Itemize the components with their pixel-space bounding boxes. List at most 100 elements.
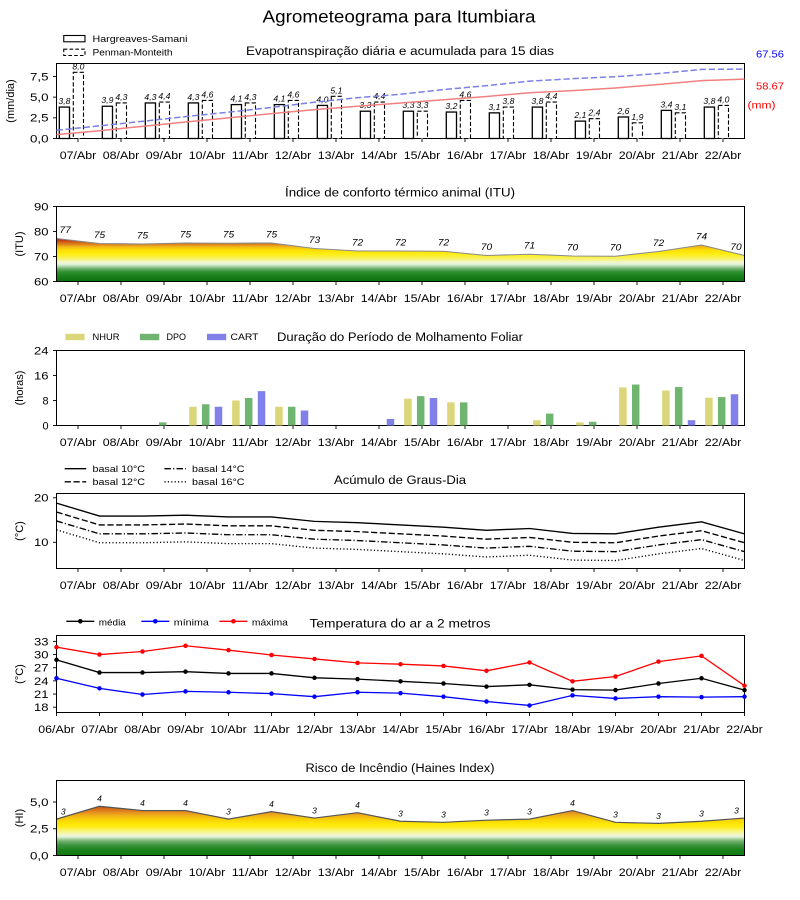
- svg-text:15/Abr: 15/Abr: [404, 867, 441, 879]
- svg-text:(°C): (°C): [14, 521, 26, 541]
- svg-text:4,3: 4,3: [144, 92, 156, 102]
- svg-text:18/Abr: 18/Abr: [533, 437, 570, 449]
- svg-text:14/Abr: 14/Abr: [361, 580, 398, 592]
- svg-text:4: 4: [570, 798, 575, 808]
- svg-text:8,0: 8,0: [72, 61, 84, 71]
- svg-text:3: 3: [613, 810, 618, 820]
- svg-text:12/Abr: 12/Abr: [275, 293, 312, 305]
- svg-text:11/Abr: 11/Abr: [253, 724, 290, 736]
- svg-text:14/Abr: 14/Abr: [361, 150, 398, 162]
- svg-text:80: 80: [34, 226, 49, 238]
- svg-text:máxima: máxima: [252, 616, 289, 627]
- svg-text:12/Abr: 12/Abr: [275, 867, 312, 879]
- svg-text:07/Abr: 07/Abr: [81, 724, 118, 736]
- svg-text:12/Abr: 12/Abr: [275, 150, 312, 162]
- svg-text:3,1: 3,1: [674, 102, 686, 112]
- svg-text:71: 71: [524, 240, 535, 251]
- svg-text:4,4: 4,4: [545, 91, 557, 101]
- svg-text:Penman-Monteith: Penman-Monteith: [93, 48, 173, 59]
- svg-text:75: 75: [223, 229, 235, 240]
- svg-text:DPO: DPO: [167, 331, 187, 342]
- svg-text:4: 4: [269, 799, 274, 809]
- svg-text:mínima: mínima: [174, 616, 210, 627]
- svg-text:Hargreaves-Samani: Hargreaves-Samani: [93, 34, 188, 45]
- svg-text:18/Abr: 18/Abr: [533, 580, 570, 592]
- svg-text:2,1: 2,1: [573, 110, 586, 120]
- svg-text:média: média: [99, 616, 127, 627]
- svg-text:16/Abr: 16/Abr: [447, 437, 484, 449]
- svg-text:70: 70: [567, 241, 579, 252]
- svg-text:Evapotranspiração diária e acu: Evapotranspiração diária e acumulada par…: [246, 44, 554, 58]
- svg-text:(mm/dia): (mm/dia): [5, 79, 17, 122]
- svg-text:4: 4: [97, 794, 102, 804]
- svg-text:20/Abr: 20/Abr: [619, 293, 656, 305]
- svg-text:4,0: 4,0: [717, 94, 729, 104]
- svg-text:2,4: 2,4: [587, 108, 600, 118]
- svg-text:(°C): (°C): [14, 664, 26, 684]
- svg-text:21/Abr: 21/Abr: [662, 437, 699, 449]
- svg-text:4,6: 4,6: [459, 90, 471, 100]
- svg-text:12/Abr: 12/Abr: [275, 580, 312, 592]
- svg-text:21/Abr: 21/Abr: [662, 293, 699, 305]
- svg-text:3: 3: [656, 811, 661, 821]
- svg-text:11/Abr: 11/Abr: [232, 437, 269, 449]
- svg-text:4: 4: [355, 800, 360, 810]
- svg-text:14/Abr: 14/Abr: [361, 293, 398, 305]
- svg-text:3: 3: [734, 805, 739, 815]
- svg-text:10: 10: [34, 537, 49, 549]
- svg-text:Índice de conforto térmico ani: Índice de conforto térmico animal (ITU): [285, 184, 515, 199]
- svg-text:3,3: 3,3: [402, 100, 414, 110]
- svg-text:75: 75: [266, 228, 278, 239]
- svg-text:16/Abr: 16/Abr: [447, 867, 484, 879]
- svg-text:11/Abr: 11/Abr: [232, 293, 269, 305]
- svg-text:19/Abr: 19/Abr: [576, 867, 613, 879]
- svg-text:21/Abr: 21/Abr: [662, 867, 699, 879]
- svg-text:basal 14°C: basal 14°C: [192, 463, 245, 474]
- svg-text:30: 30: [34, 650, 49, 662]
- svg-text:20: 20: [34, 493, 49, 505]
- svg-text:08/Abr: 08/Abr: [103, 150, 140, 162]
- svg-text:09/Abr: 09/Abr: [146, 437, 183, 449]
- svg-text:72: 72: [352, 236, 364, 247]
- svg-text:22/Abr: 22/Abr: [705, 867, 742, 879]
- svg-text:90: 90: [34, 201, 49, 213]
- svg-text:09/Abr: 09/Abr: [146, 293, 183, 305]
- svg-text:12/Abr: 12/Abr: [275, 437, 312, 449]
- svg-text:06/Abr: 06/Abr: [38, 724, 75, 736]
- svg-text:4,6: 4,6: [287, 90, 299, 100]
- svg-text:08/Abr: 08/Abr: [103, 580, 140, 592]
- svg-text:73: 73: [309, 234, 321, 245]
- svg-text:7,5: 7,5: [30, 71, 49, 83]
- svg-text:15/Abr: 15/Abr: [404, 437, 441, 449]
- svg-text:21: 21: [34, 689, 49, 701]
- svg-text:07/Abr: 07/Abr: [60, 580, 97, 592]
- svg-text:17/Abr: 17/Abr: [490, 150, 527, 162]
- svg-text:70: 70: [34, 251, 49, 263]
- svg-text:09/Abr: 09/Abr: [146, 150, 183, 162]
- svg-text:14/Abr: 14/Abr: [382, 724, 419, 736]
- svg-text:70: 70: [481, 241, 493, 252]
- svg-text:16: 16: [34, 370, 49, 382]
- svg-text:3: 3: [312, 805, 317, 815]
- svg-text:3: 3: [484, 808, 489, 818]
- svg-text:19/Abr: 19/Abr: [576, 580, 613, 592]
- svg-text:Risco de Incêndio (Haines Inde: Risco de Incêndio (Haines Index): [306, 761, 495, 775]
- svg-text:21/Abr: 21/Abr: [683, 724, 720, 736]
- svg-text:0,0: 0,0: [30, 133, 49, 145]
- svg-text:17/Abr: 17/Abr: [490, 867, 527, 879]
- svg-text:12/Abr: 12/Abr: [296, 724, 333, 736]
- svg-text:16/Abr: 16/Abr: [447, 293, 484, 305]
- svg-text:21/Abr: 21/Abr: [662, 580, 699, 592]
- svg-text:15/Abr: 15/Abr: [404, 293, 441, 305]
- svg-text:Acúmulo de Graus-Dia: Acúmulo de Graus-Dia: [334, 473, 466, 487]
- svg-text:basal 16°C: basal 16°C: [192, 476, 245, 487]
- svg-text:19/Abr: 19/Abr: [576, 293, 613, 305]
- svg-text:17/Abr: 17/Abr: [490, 293, 527, 305]
- svg-text:2,5: 2,5: [30, 113, 49, 125]
- svg-text:19/Abr: 19/Abr: [597, 724, 634, 736]
- svg-text:4: 4: [140, 798, 145, 808]
- svg-text:75: 75: [180, 228, 192, 239]
- svg-text:15/Abr: 15/Abr: [404, 150, 441, 162]
- svg-text:14/Abr: 14/Abr: [361, 437, 398, 449]
- svg-text:14/Abr: 14/Abr: [361, 867, 398, 879]
